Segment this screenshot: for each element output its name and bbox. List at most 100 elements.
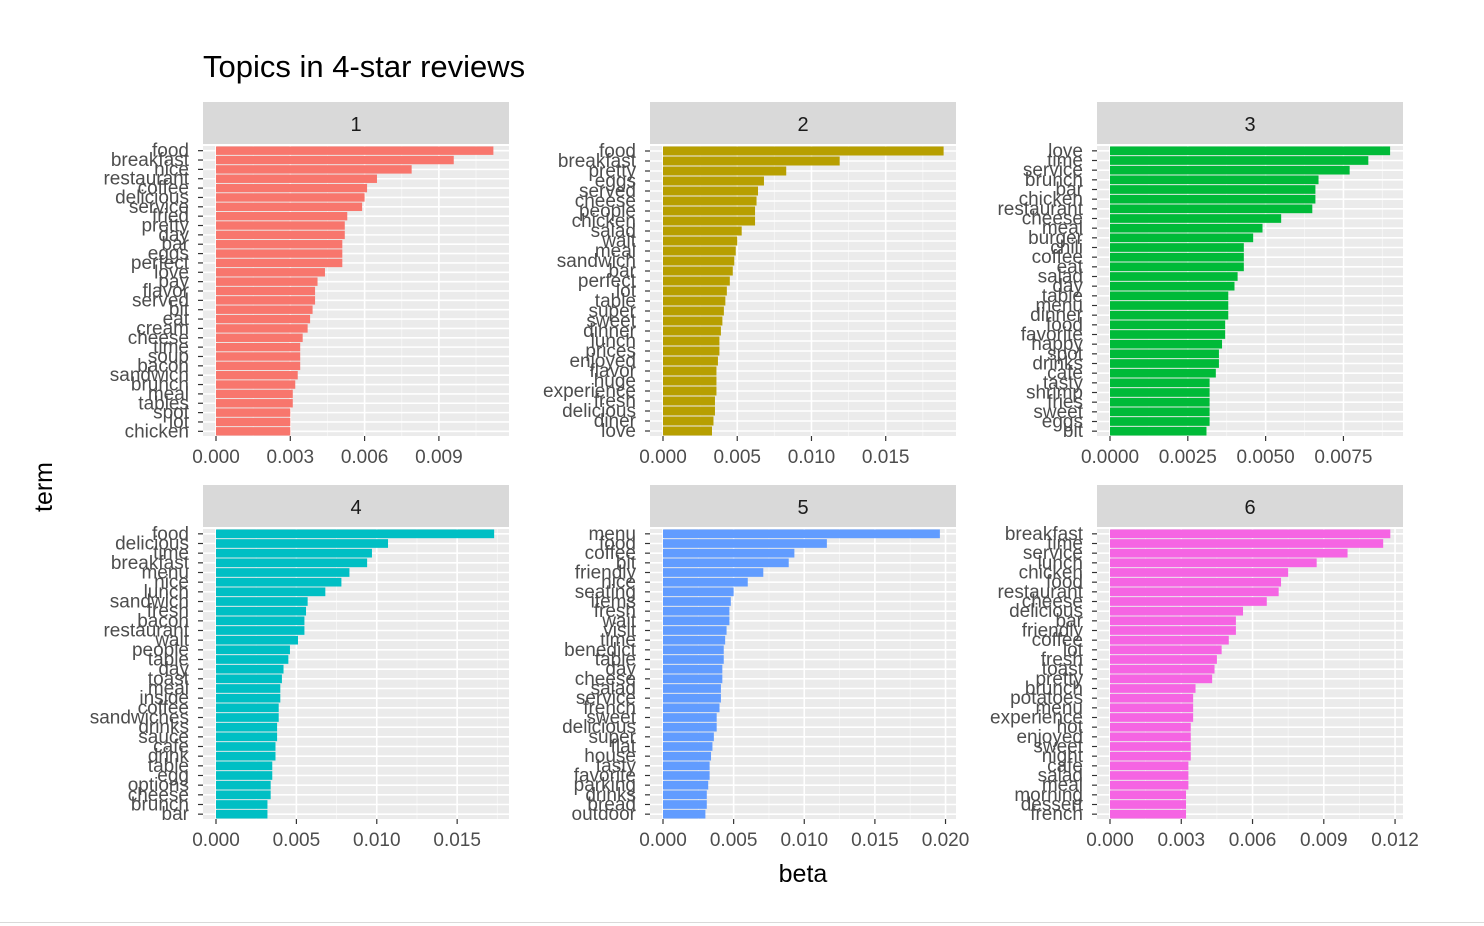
y-tick-label: bread — [587, 795, 636, 816]
y-tick-label: lot — [616, 281, 637, 302]
y-tick-label: day — [158, 659, 189, 680]
y-tick-label: flat — [611, 737, 637, 758]
bar-menu — [1110, 301, 1229, 310]
bar-coffee — [663, 548, 795, 558]
y-tick-label: diner — [594, 411, 637, 432]
y-tick-label: eggs — [148, 244, 189, 265]
y-tick-label: delicious — [562, 717, 636, 738]
bar-tasty — [1110, 378, 1210, 388]
y-tick-label: potatoes — [1010, 688, 1083, 709]
x-tick-label: 0.010 — [788, 447, 836, 468]
bar-nice — [216, 165, 412, 174]
y-tick-label: favorite — [574, 766, 636, 787]
bar-cafe — [1110, 368, 1216, 378]
bar-restaurant — [1110, 204, 1313, 214]
y-axis-title: term — [30, 462, 58, 512]
y-tick-label: wait — [154, 630, 190, 651]
bar-bacon — [216, 616, 305, 626]
bar-brunch — [1110, 684, 1196, 693]
plot-background — [650, 529, 956, 819]
plot-background — [203, 529, 509, 819]
y-tick-label: fresh — [1041, 650, 1083, 671]
y-tick-label: table — [595, 650, 636, 671]
bar-hot — [1110, 722, 1191, 732]
y-tick-label: chicken — [572, 211, 636, 232]
bar-restaurant — [216, 174, 377, 183]
y-tick-label: nice — [154, 572, 189, 593]
y-tick-label: favorite — [1021, 325, 1083, 346]
bar-brunch — [216, 380, 296, 389]
x-tick-label: 0.000 — [639, 447, 687, 468]
x-tick-label: 0.015 — [433, 830, 481, 851]
y-tick-label: visit — [603, 621, 636, 642]
bar-cheese — [1110, 597, 1267, 606]
y-tick-label: day — [1052, 276, 1083, 297]
bar-service — [1110, 548, 1348, 558]
x-tick-label: 0.009 — [415, 447, 463, 468]
y-tick-label: cheese — [575, 191, 636, 212]
bar-food — [663, 146, 944, 156]
bar-service — [216, 202, 363, 212]
bar-cheese — [1110, 214, 1282, 223]
y-tick-label: sandwich — [557, 251, 636, 272]
bar-breakfast — [663, 156, 840, 166]
bar-salad — [1110, 272, 1238, 281]
bar-happy — [1110, 339, 1223, 349]
y-tick-label: brunch — [1025, 170, 1083, 191]
bar-experience — [663, 386, 717, 396]
y-tick-label: served — [132, 290, 189, 311]
bar-drinks — [1110, 359, 1219, 368]
y-tick-label: food — [152, 141, 189, 162]
y-tick-label: meal — [595, 241, 636, 262]
bar-cafe — [1110, 761, 1189, 771]
y-tick-label: delicious — [1009, 601, 1083, 622]
bar-bacon — [216, 361, 301, 371]
x-tick-label: 0.006 — [341, 447, 389, 468]
bar-people — [216, 645, 290, 655]
bar-day — [216, 664, 284, 674]
y-tick-label: flavor — [590, 361, 637, 382]
y-tick-label: friendly — [575, 563, 637, 584]
bar-wait — [663, 236, 738, 246]
bar-seating — [663, 587, 734, 597]
bar-fresh — [216, 606, 307, 616]
bar-lot — [663, 286, 727, 296]
y-tick-label: experience — [990, 708, 1083, 729]
bar-menu — [1110, 703, 1194, 713]
y-tick-label: bit — [169, 300, 190, 321]
facet-strip-label: 3 — [1244, 114, 1255, 136]
y-tick-label: morning — [1014, 785, 1083, 806]
bar-time — [1110, 156, 1369, 165]
bar-soup — [216, 352, 301, 361]
bar-delicious — [663, 406, 715, 416]
y-tick-label: service — [129, 197, 189, 218]
y-tick-label: flavor — [143, 281, 190, 302]
bar-food — [1110, 577, 1282, 587]
bar-lot — [216, 417, 291, 427]
bar-benedict — [663, 645, 724, 655]
x-tick-label: 0.0000 — [1081, 447, 1139, 468]
x-tick-label: 0.012 — [1371, 830, 1419, 851]
bar-bar — [1110, 185, 1316, 194]
bar-bit — [1110, 426, 1207, 436]
y-tick-label: coffee — [138, 178, 189, 199]
y-tick-label: cheese — [128, 785, 189, 806]
bar-meal — [1110, 780, 1189, 790]
y-tick-label: items — [591, 592, 636, 613]
bar-cream — [216, 324, 308, 333]
y-tick-label: pretty — [141, 216, 189, 237]
bar-experience — [1110, 713, 1194, 722]
y-tick-label: dessert — [1021, 795, 1084, 816]
y-tick-label: coffee — [1032, 247, 1083, 268]
y-tick-label: spot — [1047, 344, 1084, 365]
bar-egg — [216, 771, 273, 780]
y-tick-label: house — [584, 746, 636, 767]
bar-cheese — [216, 790, 271, 800]
x-tick-label: 0.010 — [780, 830, 828, 851]
y-tick-label: wait — [601, 231, 637, 252]
y-tick-label: eggs — [595, 171, 636, 192]
y-tick-label: cafe — [153, 737, 189, 758]
bar-love — [663, 426, 712, 436]
bar-diner — [663, 416, 714, 426]
